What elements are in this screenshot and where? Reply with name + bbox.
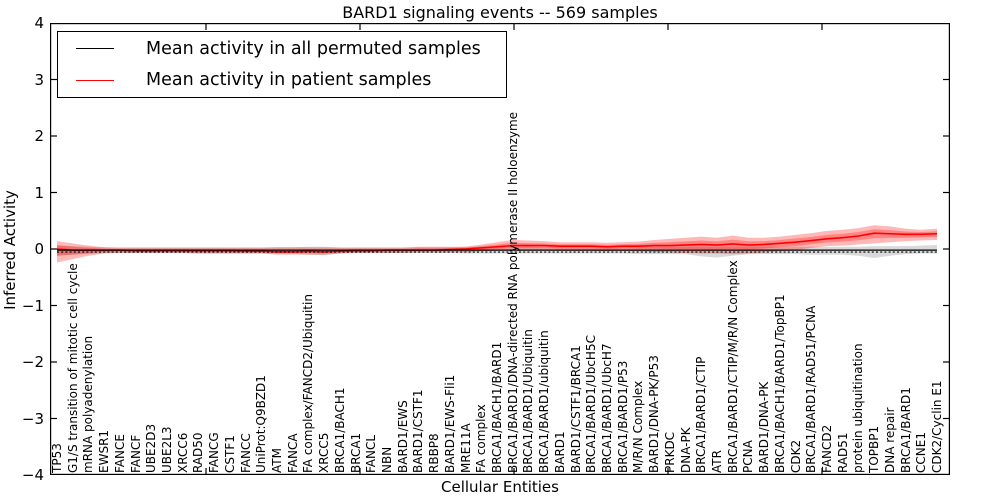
- x-tick-label: BRCA1/BARD1/Ubiquitin: [521, 329, 536, 473]
- x-tick-label: BRCA1/BARD1/CTIP/M/R/N Complex: [725, 260, 740, 473]
- x-tick-label: PCNA: [741, 440, 756, 473]
- x-tick-label: DNA-PK: [678, 427, 693, 473]
- x-tick-label: FANCE: [112, 434, 127, 473]
- patient-band-outer: [57, 225, 937, 263]
- x-tick-label: BRCA1/BARD1: [898, 387, 913, 473]
- chart-canvas: [50, 23, 950, 475]
- x-tick-label: BARD1: [552, 431, 567, 473]
- x-axis-label: Cellular Entities: [441, 478, 559, 496]
- x-tick-label: DNA repair: [882, 407, 897, 473]
- x-tick-label: FANCA: [285, 433, 300, 473]
- x-tick-label: XRCC5: [317, 432, 332, 473]
- x-tick-label: RAD50: [191, 432, 206, 473]
- y-tick-label: 1: [34, 183, 44, 202]
- x-tick-label: BRCA1/BACH1/BARD1/TopBP1: [772, 294, 787, 473]
- x-tick-label: BARD1/EWS-Fli1: [442, 374, 457, 473]
- x-tick-label: mRNA polyadenylation: [81, 335, 96, 473]
- x-tick-label: CDK2: [788, 439, 803, 473]
- x-tick-label: CCNE1: [914, 432, 929, 473]
- y-tick-label: 3: [34, 70, 44, 89]
- x-tick-label: BRCA1/BARD1/P53: [615, 360, 630, 473]
- chart-title: BARD1 signaling events -- 569 samples: [342, 3, 658, 22]
- y-tick-label: −4: [21, 466, 44, 484]
- x-tick-label: PRKDC: [662, 431, 677, 473]
- y-tick-label: −2: [21, 353, 44, 371]
- x-tick-label: FA complex/FANCD2/Ubiquitin: [301, 294, 316, 473]
- x-tick-label: FANCG: [207, 432, 222, 473]
- x-tick-label: RBBP8: [427, 433, 442, 473]
- y-tick-label: −1: [21, 296, 44, 315]
- x-tick-label: BRCA1/BARD1/CTIP: [694, 356, 709, 473]
- x-tick-label: TP53: [50, 443, 64, 473]
- x-tick-label: FANCC: [238, 433, 253, 473]
- x-tick-label: TOPBP1: [867, 425, 882, 473]
- x-tick-label: FA complex: [474, 404, 489, 473]
- legend: Mean activity in all permuted samples Me…: [57, 31, 507, 98]
- x-tick-label: protein ubiquitination: [851, 343, 866, 473]
- x-tick-label: FANCL: [364, 434, 379, 473]
- x-tick-label: BARD1/EWS: [395, 400, 410, 473]
- x-tick-label: BRCA1/BACH1: [332, 387, 347, 473]
- x-tick-label: EWSR1: [97, 429, 112, 473]
- x-tick-label: FANCF: [128, 434, 143, 473]
- legend-line-sample-red: [76, 79, 114, 81]
- x-tick-label: BRCA1/BARD1/DNA-directed RNA polymerase …: [505, 111, 520, 473]
- x-tick-label: UBE2L3: [160, 426, 174, 473]
- x-tick-label: CDK2/Cyclin E1: [930, 380, 944, 473]
- x-tick-label: BRCA1/BARD1/UbcH7: [600, 343, 614, 473]
- x-tick-label: BRCA1: [348, 432, 363, 473]
- x-tick-label: UniProt:Q9BZD1: [254, 375, 269, 473]
- x-tick-label: ATR: [710, 450, 724, 473]
- y-tick-label: 4: [34, 14, 44, 32]
- x-tick-label: RAD51: [835, 432, 850, 473]
- legend-entry-permuted: Mean activity in all permuted samples: [58, 34, 506, 64]
- y-tick-label: 2: [34, 127, 44, 145]
- x-tick-label: UBE2D3: [144, 423, 159, 473]
- y-tick-label: −3: [21, 409, 44, 428]
- legend-entry-patient: Mean activity in patient samples: [58, 65, 506, 95]
- y-axis-label: Inferred Activity: [1, 190, 19, 310]
- x-tick-label: BARD1/CSTF1: [411, 389, 426, 473]
- x-tick-label: ATM: [270, 448, 284, 473]
- permuted-band: [57, 245, 937, 259]
- legend-line-sample-black: [76, 48, 114, 50]
- x-tick-label: NBN: [380, 446, 394, 473]
- legend-label-patient: Mean activity in patient samples: [146, 70, 432, 91]
- x-tick-label: BARD1/DNA-PK: [757, 381, 772, 473]
- patient-band-inner: [57, 229, 937, 256]
- x-tick-label: BARD1/CSTF1/BRCA1: [568, 345, 583, 473]
- x-tick-label: CSTF1: [222, 435, 237, 473]
- legend-label-permuted: Mean activity in all permuted samples: [146, 38, 481, 59]
- x-tick-label: G1/S transition of mitotic cell cycle: [65, 263, 80, 473]
- x-tick-label: BRCA1/BARD1/ubiquitin: [537, 330, 552, 473]
- x-tick-label: BARD1/DNA-PK/P53: [647, 355, 662, 473]
- x-tick-label: BRCA1/BARD1/RAD51/PCNA: [804, 305, 819, 473]
- y-tick-label: 0: [34, 240, 44, 258]
- x-tick-label: BRCA1/BARD1/UbcH5C: [584, 335, 599, 473]
- x-tick-label: BRCA1/BACH1/BARD1: [490, 341, 504, 473]
- x-tick-label: MRE11A: [458, 423, 473, 473]
- plot-area: [50, 23, 950, 475]
- x-tick-label: FANCD2: [820, 424, 834, 473]
- x-tick-label: XRCC6: [175, 432, 190, 473]
- x-tick-label: M/R/N Complex: [631, 380, 646, 473]
